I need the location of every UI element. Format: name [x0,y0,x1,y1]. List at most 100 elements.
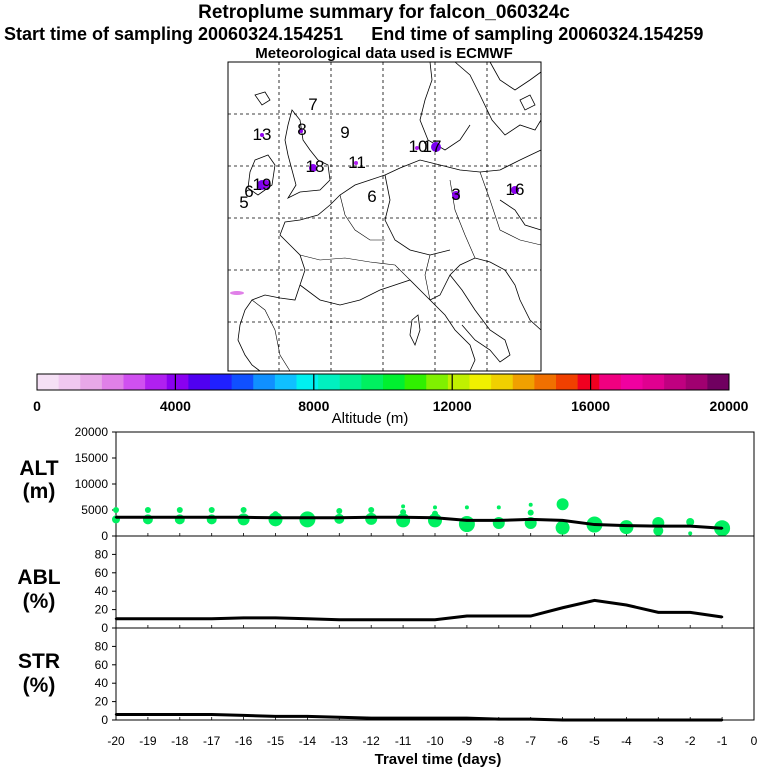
data-point [338,516,341,519]
panel-alt: 0 5000 10000 15000 20000 ALT(m) [19,425,755,543]
data-point [433,618,437,621]
panel-label: ABL [17,566,60,589]
x-tick-label: -11 [395,734,412,748]
colorbar-cell [101,374,124,390]
colorbar-cell [188,374,211,390]
data-point [433,716,437,720]
data-point [114,617,118,620]
page-title: Retroplume summary for falcon_060324c [198,2,570,23]
x-tick-label: -5 [589,734,600,748]
plume-dot [511,186,519,194]
colorbar-cell [296,374,319,390]
data-point [401,516,405,519]
data-point [720,527,724,530]
colorbar-cell [642,374,665,390]
map-gridlines [228,62,541,371]
x-tick-label: -4 [621,734,632,748]
data-point [242,516,245,519]
x-tick-label: -13 [331,734,349,748]
alt-dot [496,505,501,510]
colorbar-cell [145,374,168,390]
data-point [146,713,150,716]
data-point [114,713,118,716]
colorbar-cell [469,374,492,390]
alt-dot [464,505,469,510]
data-point [561,606,564,609]
y-tick-label: 0 [101,621,108,635]
colorbar-tick: 8000 [298,398,329,414]
y-tick-label: 60 [95,658,109,672]
colorbar-cell [707,374,730,390]
alt-dot [556,498,569,511]
colorbar-cell [512,374,535,390]
alt-dot [528,502,533,507]
abl-line [116,598,723,622]
data-point [274,616,277,620]
alt-dot [396,513,411,528]
x-tick-label: -20 [107,734,125,748]
map-label: 16 [506,180,525,199]
map-label: 7 [308,95,317,114]
colorbar-cell [80,374,103,390]
data-point [146,516,150,519]
x-tick-label: -12 [363,734,381,748]
alt-dot [653,525,664,536]
y-tick-label: 20 [95,603,109,617]
alt-dot [555,520,570,535]
data-point [465,716,469,720]
colorbar-label: Altitude (m) [332,410,409,427]
x-tick-label: -17 [203,734,221,748]
data-point [178,516,181,519]
alt-line [116,515,723,530]
data-point [529,717,532,721]
data-point [720,718,724,722]
y-tick-label: 0 [101,713,108,727]
plume-dot [230,291,244,295]
data-point [625,603,628,607]
colorbar-tick: 4000 [160,398,191,414]
alt-dot [619,520,634,535]
alt-dot [688,531,693,536]
map-label: 18 [306,157,325,176]
map-label: 9 [340,123,349,142]
colorbar-cell [361,374,384,390]
map-label: 3 [451,185,460,204]
alt-dot [176,507,183,513]
x-tick-label: -1 [717,734,728,748]
colorbar-cell [383,374,406,390]
plume-dot [452,191,460,199]
data-point [593,523,596,526]
data-point [274,516,277,519]
map-label: 8 [297,120,306,139]
y-tick-label: 80 [95,547,109,561]
data-point [689,524,692,528]
panel-unit: (%) [23,590,56,613]
data-point [433,516,437,519]
colorbar-tick: 20000 [710,398,749,414]
plume-dot [415,146,419,150]
alt-dot [433,505,437,510]
map-label: 13 [253,125,272,144]
map-label: 6 [367,187,376,206]
str-line [116,712,723,722]
data-point [114,516,118,519]
data-point [689,718,692,722]
data-point [178,713,181,716]
map-label: 11 [348,153,366,172]
alt-dot [240,507,247,513]
data-point [370,716,373,720]
plume-dot [354,161,358,165]
alt-dot [113,507,119,513]
map-plume-dots [230,129,519,295]
data-point [210,516,213,519]
alt-dot [237,513,250,526]
data-point [306,715,309,718]
colorbar-cell [339,374,362,390]
x-tick-label: -9 [462,734,473,748]
data-point [561,519,564,522]
colorbar-cell [404,374,427,390]
sampling-times: Start time of sampling 20060324.154251 E… [4,24,768,45]
alt-dot [208,507,215,513]
data-point [625,718,628,722]
data-point [689,611,692,614]
